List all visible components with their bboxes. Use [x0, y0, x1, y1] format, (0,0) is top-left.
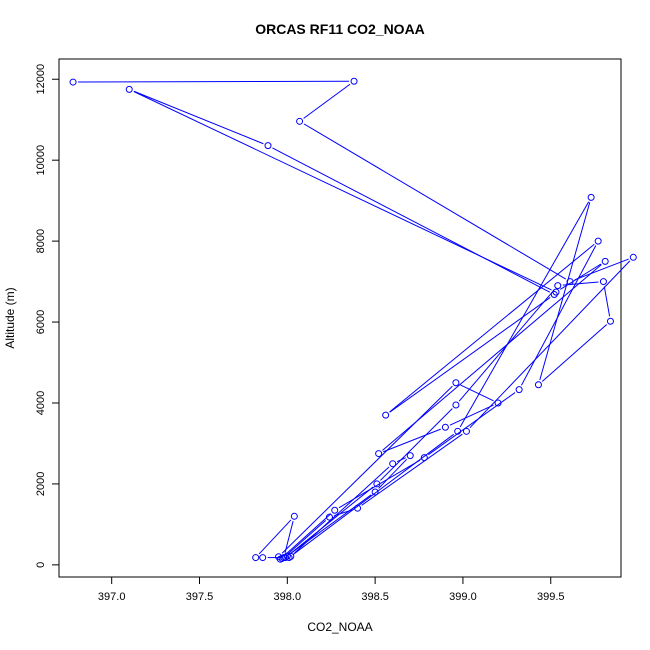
- data-point: [325, 513, 333, 521]
- series-segment: [449, 404, 494, 426]
- data-point: [406, 452, 414, 460]
- data-point: [452, 379, 460, 387]
- data-point: [601, 257, 609, 265]
- y-tick-label: 4000: [35, 391, 47, 415]
- series-segment: [389, 243, 595, 413]
- x-axis-label: CO2_NOAA: [307, 620, 372, 634]
- data-point: [534, 381, 542, 389]
- y-tick-label: 0: [35, 562, 47, 568]
- data-point: [554, 282, 562, 290]
- y-tick-label: 8000: [35, 229, 47, 253]
- series-segment: [133, 90, 264, 145]
- data-point: [354, 504, 362, 512]
- data-point: [382, 411, 390, 419]
- series-segment: [378, 458, 408, 489]
- data-point: [594, 237, 602, 245]
- series-segment: [389, 297, 551, 413]
- y-tick-label: 2000: [35, 472, 47, 496]
- data-point: [371, 488, 379, 496]
- data-point: [420, 454, 428, 462]
- data-point: [252, 554, 260, 562]
- series-segment: [541, 324, 608, 382]
- series-segment: [291, 494, 372, 554]
- series-segment: [303, 83, 351, 119]
- chart-title: ORCAS RF11 CO2_NOAA: [255, 21, 425, 37]
- data-point: [587, 193, 595, 201]
- series-segment: [603, 286, 611, 317]
- series-segment: [559, 263, 602, 290]
- series-segment: [459, 201, 590, 428]
- series-segment: [574, 258, 629, 281]
- data-point: [494, 399, 502, 407]
- series-segment: [281, 385, 453, 554]
- series-segment: [78, 80, 350, 83]
- series-segment: [397, 457, 406, 463]
- x-tick-label: 397.0: [98, 591, 126, 603]
- data-point: [125, 85, 133, 93]
- data-point: [462, 427, 470, 435]
- plot-frame: [58, 58, 622, 578]
- y-axis: 0 2000 4000 6000 8000 10000 12000: [35, 64, 60, 568]
- data-point: [566, 278, 574, 286]
- series-segment: [287, 520, 327, 555]
- series-segment: [521, 245, 597, 386]
- data-point: [290, 512, 298, 520]
- x-axis: 397.0 397.5 398.0 398.5 399.0 399.5: [98, 576, 565, 603]
- data-point: [389, 460, 397, 468]
- data-point: [452, 401, 460, 409]
- x-tick-label: 399.0: [449, 591, 477, 603]
- series-segment: [460, 384, 494, 402]
- x-tick-label: 399.5: [537, 591, 565, 603]
- x-tick-label: 397.5: [186, 591, 214, 603]
- data-point: [275, 553, 283, 561]
- series-segment: [428, 392, 516, 456]
- data-point: [283, 552, 291, 560]
- data-point: [296, 117, 304, 125]
- series-segment: [380, 408, 453, 481]
- data-point: [606, 317, 614, 325]
- data-point: [629, 253, 637, 261]
- x-tick-label: 398.0: [274, 591, 302, 603]
- series-segment: [289, 486, 374, 555]
- data-point: [373, 480, 381, 488]
- data-point: [552, 288, 560, 296]
- y-axis-label: Altitude (m): [3, 287, 17, 348]
- data-point: [599, 278, 607, 286]
- series-segment: [284, 521, 294, 553]
- series-segment: [283, 513, 332, 557]
- data-point: [285, 554, 293, 562]
- y-tick-label: 10000: [35, 145, 47, 176]
- data-point: [350, 77, 358, 85]
- data-point: [515, 386, 523, 394]
- series-segment: [539, 202, 591, 381]
- series-segment: [383, 428, 441, 453]
- data-point: [69, 78, 77, 86]
- data-point: [454, 427, 462, 435]
- series-segment: [361, 433, 463, 506]
- series-layer: [69, 77, 637, 563]
- x-tick-label: 398.5: [361, 591, 389, 603]
- data-point: [331, 506, 339, 514]
- series-segment: [294, 466, 390, 554]
- data-point: [259, 554, 267, 562]
- series-segment: [133, 91, 552, 291]
- y-tick-label: 12000: [35, 64, 47, 95]
- data-point: [264, 142, 272, 150]
- series-segment: [303, 123, 567, 280]
- series-segment: [258, 519, 292, 555]
- data-point: [441, 423, 449, 431]
- data-point: [287, 552, 295, 560]
- data-point: [375, 450, 383, 458]
- series-segment: [272, 147, 551, 293]
- y-tick-label: 6000: [35, 310, 47, 334]
